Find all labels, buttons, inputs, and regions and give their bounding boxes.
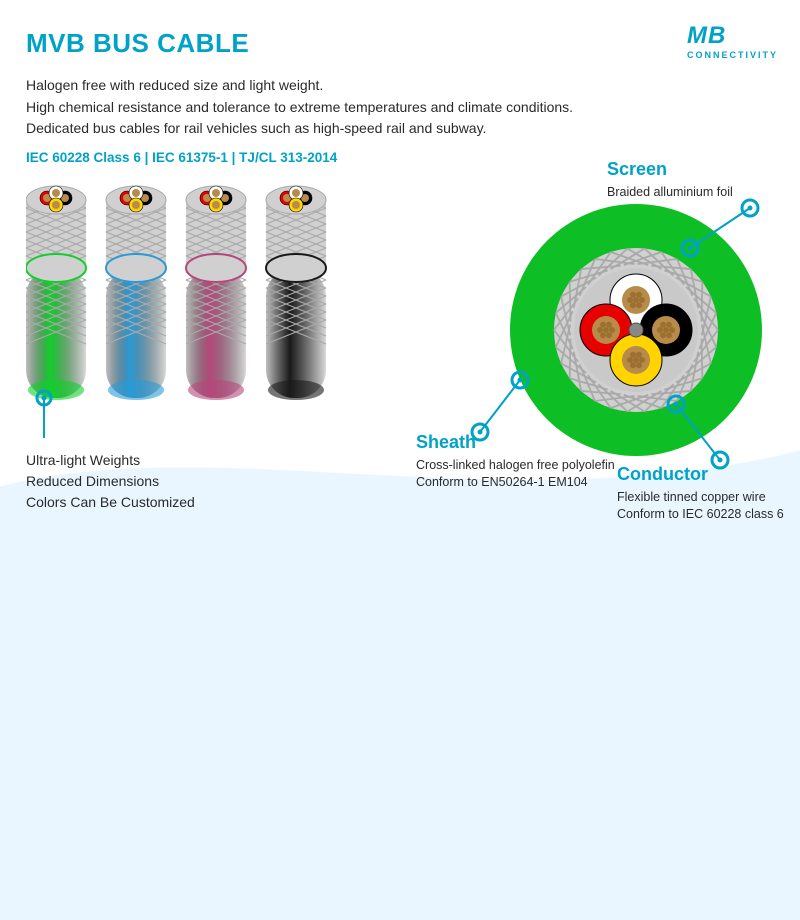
screen-body: Braided alluminium foil	[607, 184, 733, 201]
sheath-body: Cross-linked halogen free polyolefinConf…	[416, 457, 615, 491]
screen-title: Screen	[607, 159, 733, 180]
conductor-title: Conductor	[617, 464, 784, 485]
sheath-title: Sheath	[416, 432, 615, 453]
annotation-screen: Screen Braided alluminium foil	[607, 159, 733, 201]
conductor-body: Flexible tinned copper wireConform to IE…	[617, 489, 784, 523]
annotation-conductor: Conductor Flexible tinned copper wireCon…	[617, 464, 784, 523]
annotation-sheath: Sheath Cross-linked halogen free polyole…	[416, 432, 615, 491]
